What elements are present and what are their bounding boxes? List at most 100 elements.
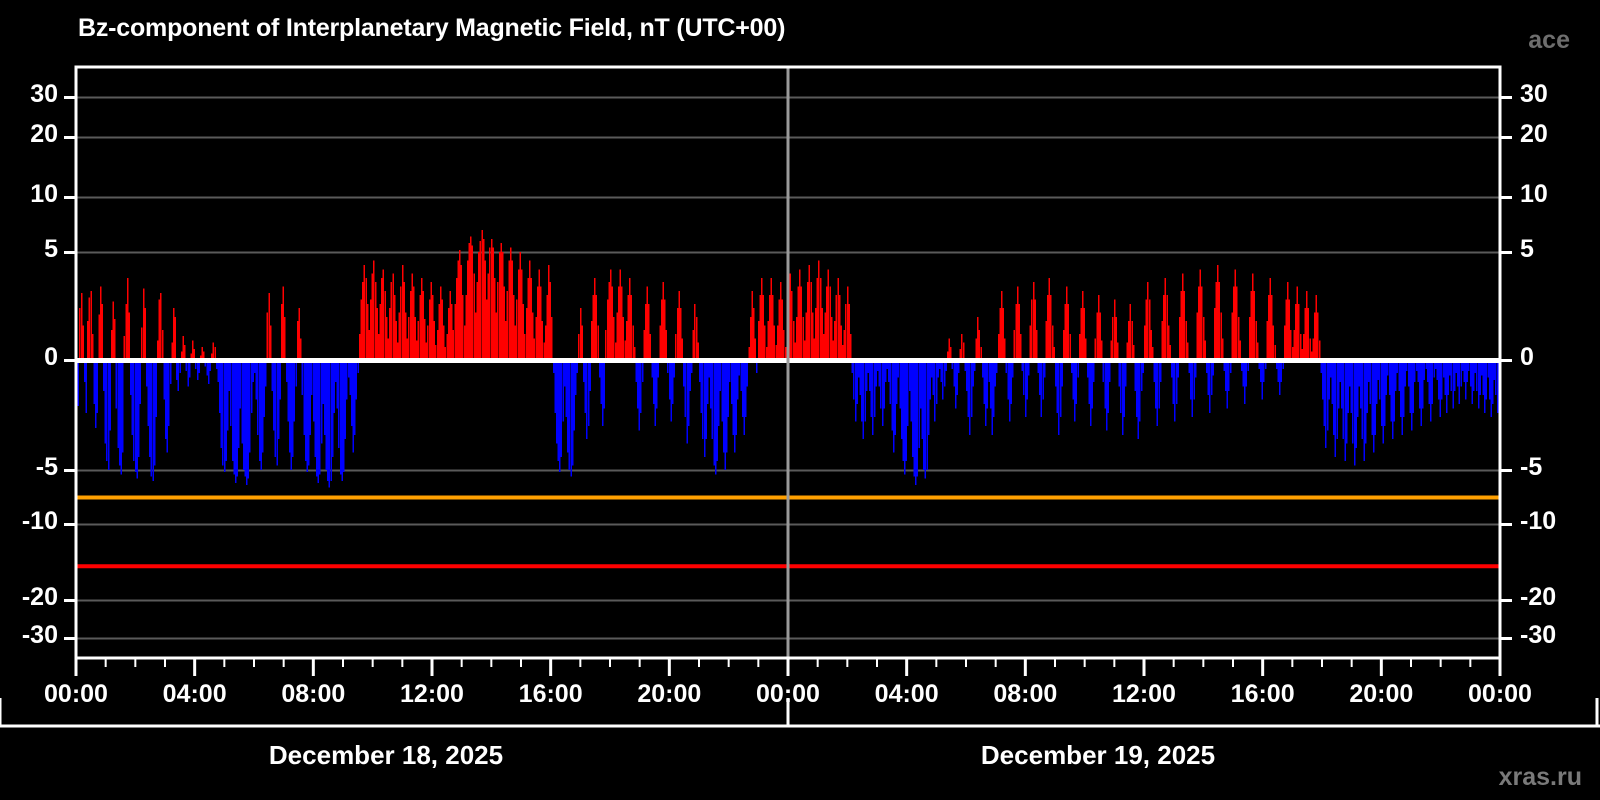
data-bar — [675, 334, 677, 360]
data-bar — [791, 290, 793, 360]
data-bar — [522, 303, 525, 360]
data-bar — [314, 360, 316, 457]
data-bar — [576, 360, 579, 374]
data-bar — [455, 277, 458, 360]
data-bar — [166, 360, 169, 453]
data-bar — [1455, 360, 1458, 374]
data-bar — [473, 273, 475, 360]
data-bar — [179, 360, 181, 374]
data-bar — [907, 360, 909, 426]
data-bar — [362, 282, 364, 360]
data-bar — [323, 360, 326, 435]
data-bar — [837, 277, 839, 360]
data-bar — [1167, 325, 1170, 360]
data-bar — [597, 325, 599, 360]
data-bar — [281, 303, 283, 360]
data-bar — [241, 360, 243, 444]
y-axis-right-tick-label: -10 — [1520, 507, 1557, 535]
data-bar — [625, 321, 628, 360]
data-bar — [851, 360, 854, 374]
data-bar — [180, 351, 183, 360]
data-bar — [122, 360, 124, 453]
data-bar — [1293, 329, 1295, 360]
data-bar — [919, 360, 922, 409]
data-bar — [1083, 308, 1086, 360]
data-bar — [1355, 360, 1357, 448]
data-bar — [842, 344, 844, 360]
data-bar — [370, 299, 372, 360]
site-watermark: xras.ru — [1498, 763, 1582, 791]
data-bar — [681, 338, 684, 360]
data-bar — [1172, 360, 1175, 404]
data-bar — [290, 360, 293, 470]
data-bar — [818, 260, 820, 360]
data-bar — [110, 329, 113, 360]
data-bar — [1393, 360, 1396, 422]
page-title: Bz-component of Interplanetary Magnetic … — [78, 14, 786, 42]
data-bar — [133, 360, 135, 462]
data-bar — [1252, 273, 1254, 360]
data-bar — [287, 360, 289, 422]
data-bar — [743, 360, 746, 435]
data-bar — [366, 303, 369, 360]
data-bar — [1007, 360, 1009, 400]
data-bar — [401, 264, 404, 360]
data-bar — [1218, 282, 1221, 360]
data-bar — [368, 329, 370, 360]
data-bar — [864, 360, 866, 422]
data-bar — [1476, 360, 1478, 391]
data-bar — [149, 360, 151, 457]
data-bar — [1010, 360, 1013, 404]
data-bar — [954, 360, 957, 409]
data-bar — [419, 295, 421, 360]
data-bar — [1360, 360, 1362, 409]
data-bar — [273, 360, 275, 431]
data-bar — [95, 360, 97, 429]
data-bar — [521, 269, 523, 360]
data-bar — [139, 360, 142, 404]
data-bar — [1155, 360, 1157, 409]
data-bar — [83, 360, 86, 382]
data-bar — [1118, 360, 1121, 387]
data-bar — [969, 360, 971, 435]
data-bar — [845, 303, 847, 360]
data-bar — [630, 295, 633, 360]
data-bar — [276, 360, 278, 466]
data-bar — [1144, 325, 1146, 360]
data-bar — [827, 269, 830, 360]
data-bar — [1031, 299, 1033, 360]
data-bar — [627, 295, 629, 360]
data-bar — [1205, 360, 1208, 374]
data-bar — [594, 277, 596, 360]
data-bar — [598, 360, 601, 378]
data-bar — [381, 277, 383, 360]
data-bar — [834, 321, 836, 360]
data-bar — [349, 360, 351, 396]
data-bar — [853, 360, 855, 400]
data-bar — [1472, 360, 1475, 391]
data-bar — [451, 303, 453, 360]
data-bar — [897, 360, 900, 378]
data-bar — [781, 299, 784, 360]
data-bar — [312, 360, 315, 422]
x-axis-tick-label: 00:00 — [756, 680, 820, 708]
data-bar — [603, 360, 606, 409]
data-bar — [114, 318, 116, 360]
data-bar — [1301, 349, 1303, 360]
data-bar — [762, 295, 765, 360]
data-bar — [1158, 360, 1160, 409]
data-bar — [424, 318, 426, 360]
date-label-day-two: December 19, 2025 — [980, 740, 1216, 770]
data-bar — [252, 360, 254, 382]
data-bar — [691, 360, 693, 374]
data-bar — [1453, 360, 1456, 391]
data-bar — [1267, 295, 1270, 360]
data-bar — [721, 360, 723, 422]
data-bar — [417, 321, 420, 360]
data-bar — [1307, 308, 1310, 360]
data-bar — [651, 360, 653, 378]
data-bar — [1142, 360, 1144, 374]
data-bar — [269, 325, 272, 360]
data-bar — [935, 360, 938, 404]
